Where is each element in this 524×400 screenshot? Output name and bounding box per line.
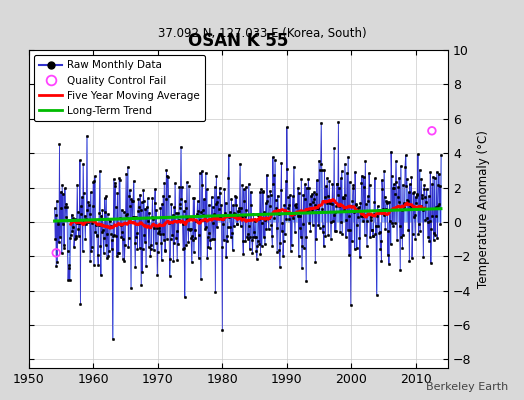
Title: OSAN K 55: OSAN K 55: [188, 32, 289, 50]
Point: [52, 250, 60, 256]
Raw Monthly Data: [335, 120, 342, 124]
Line: Raw Monthly Data: Raw Monthly Data: [53, 121, 442, 340]
Point: [428, 128, 436, 134]
Five Year Moving Average: [158, 223, 164, 228]
Raw Monthly Data: [59, 251, 65, 256]
Five Year Moving Average: [305, 206, 312, 211]
Raw Monthly Data: [306, 220, 312, 225]
Legend: Raw Monthly Data, Quality Control Fail, Five Year Moving Average, Long-Term Tren: Raw Monthly Data, Quality Control Fail, …: [34, 55, 205, 121]
Text: 37.092 N, 127.033 E (Korea, South): 37.092 N, 127.033 E (Korea, South): [158, 28, 366, 40]
Raw Monthly Data: [98, 213, 104, 218]
Raw Monthly Data: [51, 206, 58, 211]
Five Year Moving Average: [137, 221, 144, 226]
Raw Monthly Data: [438, 153, 444, 158]
Line: Five Year Moving Average: Five Year Moving Average: [71, 199, 425, 228]
Raw Monthly Data: [138, 282, 144, 287]
Five Year Moving Average: [294, 210, 301, 214]
Raw Monthly Data: [158, 258, 165, 262]
Y-axis label: Temperature Anomaly (°C): Temperature Anomaly (°C): [477, 130, 490, 288]
Raw Monthly Data: [110, 336, 116, 341]
Raw Monthly Data: [295, 186, 301, 190]
Text: Berkeley Earth: Berkeley Earth: [426, 382, 508, 392]
Five Year Moving Average: [98, 223, 104, 228]
